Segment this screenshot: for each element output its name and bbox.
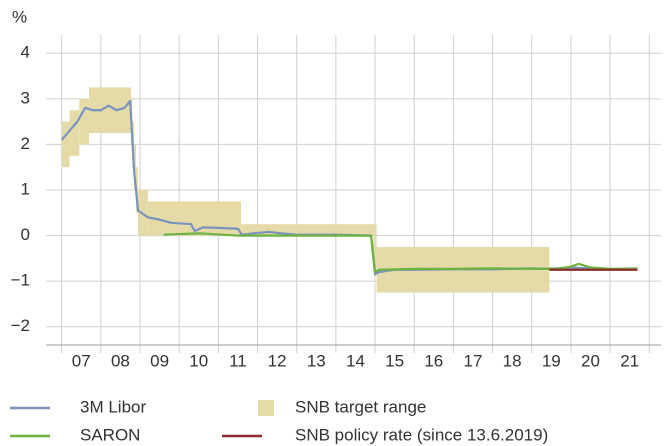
y-tick-label: 2 <box>21 134 30 153</box>
y-tick-label: −2 <box>11 316 30 335</box>
x-tick-label: 14 <box>346 351 365 370</box>
x-tick-label: 12 <box>268 351 287 370</box>
legend-label: SARON <box>80 425 140 444</box>
x-tick-label: 21 <box>620 351 639 370</box>
legend-label: SNB target range <box>295 397 426 416</box>
x-tick-label: 17 <box>464 351 483 370</box>
line-series <box>163 232 638 274</box>
target-range-band <box>79 98 90 145</box>
y-tick-label: 0 <box>21 225 30 244</box>
target-range-band <box>134 144 137 190</box>
x-tick-label: 19 <box>542 351 561 370</box>
target-range-band <box>69 110 80 156</box>
y-tick-label: 1 <box>21 179 30 198</box>
y-tick-label: −1 <box>11 271 30 290</box>
legend-swatch <box>258 400 274 416</box>
x-tick-label: 10 <box>189 351 208 370</box>
target-range-band <box>241 224 374 236</box>
legend-label: SNB policy rate (since 13.6.2019) <box>295 425 548 444</box>
x-tick-label: 18 <box>503 351 522 370</box>
x-tick-label: 16 <box>424 351 443 370</box>
y-unit: % <box>12 7 27 26</box>
target-range-band <box>61 121 70 168</box>
y-tick-label: 4 <box>21 43 30 62</box>
x-tick-label: 15 <box>385 351 404 370</box>
y-tick-label: 3 <box>21 88 30 107</box>
x-tick-label: 09 <box>150 351 169 370</box>
x-tick-label: 13 <box>307 351 326 370</box>
target-range-band <box>373 224 377 270</box>
x-tick-label: 20 <box>581 351 600 370</box>
x-tick-label: 11 <box>229 351 247 370</box>
legend-label: 3M Libor <box>80 397 146 416</box>
x-tick-label: 08 <box>111 351 130 370</box>
x-tick-label: 07 <box>72 351 91 370</box>
